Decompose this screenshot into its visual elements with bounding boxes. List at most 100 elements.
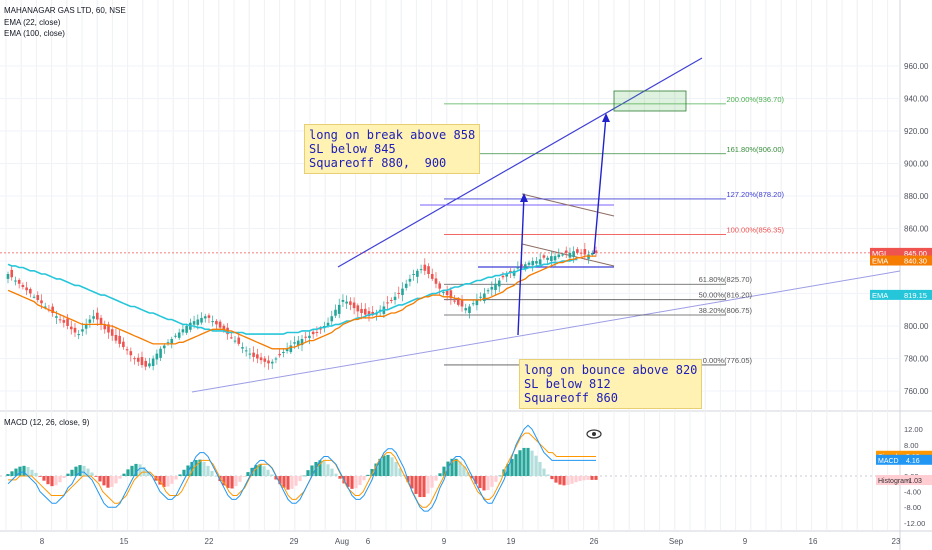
price-tag-value: 840.30 xyxy=(904,257,927,266)
candle-body xyxy=(568,252,572,258)
macd-histogram-bar xyxy=(466,472,470,476)
candle-body xyxy=(363,308,367,315)
candle-body xyxy=(535,261,538,264)
candle-body xyxy=(319,328,322,330)
macd-histogram-bar xyxy=(470,476,474,479)
candle-body xyxy=(334,309,337,316)
macd-histogram-bar xyxy=(262,466,266,476)
candle-body xyxy=(144,360,147,367)
candle-body xyxy=(337,304,341,314)
macd-histogram-bar xyxy=(22,465,26,476)
candle-body xyxy=(25,287,28,291)
candle-body xyxy=(17,279,21,284)
price-tag-name: EMA xyxy=(872,257,888,266)
macd-histogram-bar xyxy=(578,476,582,482)
candle-body xyxy=(583,249,587,255)
macd-histogram-bar xyxy=(182,469,186,476)
macd-histogram-bar xyxy=(198,459,202,476)
macd-histogram-bar xyxy=(478,476,482,489)
macd-histogram-bar xyxy=(562,476,566,486)
candle-body xyxy=(140,357,144,365)
macd-histogram-bar xyxy=(202,461,206,476)
fib-level-label: 50.00%(816.20) xyxy=(699,291,753,300)
candle-body xyxy=(393,296,397,301)
candle-body xyxy=(229,337,233,339)
candle-body xyxy=(378,309,382,311)
note-line: long on break above 858 xyxy=(309,128,476,142)
candle-body xyxy=(159,348,162,358)
candle-body xyxy=(14,280,17,282)
macd-histogram-bar xyxy=(66,473,70,476)
candle-body xyxy=(62,320,66,323)
macd-histogram-bar xyxy=(174,476,178,480)
candle-body xyxy=(88,319,92,323)
macd-histogram-bar xyxy=(594,476,598,480)
macd-histogram-bar xyxy=(114,476,118,484)
macd-histogram-bar xyxy=(122,473,126,476)
candle-body xyxy=(148,363,151,367)
macd-histogram-bar xyxy=(86,468,90,476)
macd-histogram-bar xyxy=(266,469,270,476)
macd-histogram-bar xyxy=(538,461,542,476)
candle-body xyxy=(256,354,259,359)
fib-level-label: 161.80%(906.00) xyxy=(726,145,784,154)
candle-body xyxy=(51,306,54,313)
macd-histogram-bar xyxy=(414,476,418,494)
x-tick-label: Aug xyxy=(335,537,349,546)
x-tick-label: 9 xyxy=(743,537,748,546)
note-line: Squareoff 860 xyxy=(524,391,618,405)
candle-body xyxy=(345,301,348,304)
macd-histogram-bar xyxy=(574,476,578,483)
candle-body xyxy=(267,360,270,364)
candle-body xyxy=(107,324,110,333)
macd-histogram-bar xyxy=(522,447,526,476)
macd-histogram-bar xyxy=(582,476,586,481)
macd-histogram-bar xyxy=(158,476,162,485)
target-box xyxy=(613,90,687,112)
macd-histogram-bar xyxy=(318,460,322,476)
candle-body xyxy=(166,342,170,344)
projection-arrow-head xyxy=(520,193,528,202)
macd-histogram-bar xyxy=(142,467,146,476)
candle-body xyxy=(427,266,430,274)
macd-histogram-bar xyxy=(194,460,198,476)
trendline-support xyxy=(191,270,901,393)
ema22-line xyxy=(7,255,596,350)
price-tag-bg xyxy=(870,247,932,258)
macd-histogram-bar xyxy=(430,476,434,488)
eye-icon xyxy=(586,429,602,439)
macd-histogram-bar xyxy=(366,474,370,476)
candle-body xyxy=(81,329,84,332)
macd-signal-line xyxy=(8,432,596,508)
y-tick-label: 900.00 xyxy=(904,160,929,169)
macd-histogram-bar xyxy=(514,454,518,476)
candle-body xyxy=(237,337,241,344)
candle-body xyxy=(564,250,568,253)
macd-histogram-bar xyxy=(450,458,454,476)
candle-body xyxy=(211,321,214,323)
candle-body xyxy=(177,332,181,338)
candle-body xyxy=(133,358,136,360)
grid-lines xyxy=(0,0,900,530)
macd-histogram-bar xyxy=(206,465,210,476)
candle-body xyxy=(308,335,311,339)
macd-histogram-bar xyxy=(130,465,134,476)
macd-histogram xyxy=(6,447,598,498)
macd-histogram-bar xyxy=(14,468,18,476)
candle-body xyxy=(32,296,36,298)
candle-body xyxy=(233,340,237,342)
candle-body xyxy=(516,267,520,269)
flag-lower xyxy=(521,243,615,267)
x-tick-label: 9 xyxy=(442,537,447,546)
candle-body xyxy=(174,335,177,337)
x-tick-label: 19 xyxy=(507,537,516,546)
macd-histogram-bar xyxy=(334,473,338,476)
macd-histogram-bar xyxy=(378,458,382,476)
candle-body xyxy=(311,331,315,335)
candle-body xyxy=(136,357,140,362)
projection-arrows xyxy=(517,113,610,336)
flag-upper xyxy=(521,193,615,217)
macd-histogram-bar xyxy=(70,469,74,476)
candle-body xyxy=(479,296,482,298)
